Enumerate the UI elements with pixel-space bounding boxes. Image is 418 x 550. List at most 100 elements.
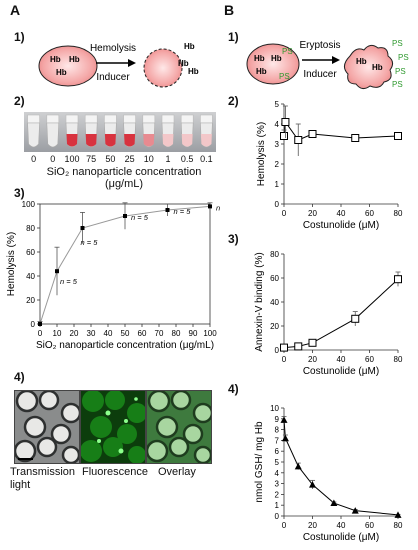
tube [46, 122, 60, 148]
y-tick-label: 0 [31, 320, 36, 329]
tube-liquid [162, 134, 174, 147]
x-tick-label: 10 [53, 329, 62, 338]
x-tick-label: 0 [282, 521, 287, 530]
hemolysis-costunolide-chart: 0 20 40 60 80 0 1 2 3 4 5 Costunolide (μM) Hemolysis… [256, 100, 403, 231]
series-line [283, 419, 399, 516]
y-tick-label: 4 [275, 469, 280, 478]
eryptotic-rbc-icon [344, 44, 394, 90]
tube-liquid [200, 134, 212, 147]
data-point [351, 507, 359, 514]
svg-text:Hb: Hb [50, 55, 61, 64]
x-tick-label: 20 [308, 521, 317, 530]
x-tick-label: 0 [38, 329, 43, 338]
B3-plot: 0 20 40 60 80 0 20 40 60 80 Costunolide (μM) Annexi… [254, 250, 403, 376]
svg-text:Hb: Hb [56, 68, 67, 77]
x-tick-label: 60 [138, 329, 147, 338]
tube-cap [104, 114, 117, 124]
subpanel-a2-label: 2) [14, 94, 25, 108]
svg-text:PS: PS [392, 80, 403, 89]
y-tick-label: 0 [275, 346, 280, 355]
x-tick-label: 40 [337, 521, 346, 530]
y-tick-label: 1 [275, 180, 280, 189]
x-axis-label: SiO₂ nanoparticle concentration (μg/mL) [36, 340, 214, 350]
tube-cap [142, 114, 156, 124]
eryptosis-arrow-bottom-text: Inducer [303, 69, 337, 80]
svg-text:Hb: Hb [184, 42, 195, 51]
x-tick-label: 40 [104, 329, 113, 338]
subpanel-a1-label: 1) [14, 30, 25, 44]
data-point [281, 434, 289, 442]
tube-cap [27, 114, 40, 124]
data-point [280, 416, 288, 423]
y-axis-label: Hemolysis (%) [6, 232, 17, 296]
data-point [308, 338, 317, 347]
overlay-image [146, 390, 212, 464]
x-axis-label: Costunolide (μM) [303, 220, 379, 231]
subpanel-a4-label: 4) [14, 370, 25, 384]
x-tick-label: 60 [365, 355, 374, 364]
svg-text:Hb: Hb [271, 54, 282, 63]
y-tick-label: 40 [270, 298, 279, 307]
y-tick-label: 9 [275, 415, 280, 424]
A3-plot: 0 10 20 30 40 50 60 70 80 90 100 0 20 40 60 80 100 SiO₂ n… [6, 200, 222, 350]
data-point [294, 462, 302, 470]
x-tick-label: 0 [282, 209, 287, 218]
subpanel-a3-label: 3) [14, 186, 25, 200]
tube-concentration-label: 10 [143, 154, 154, 164]
series-line [39, 205, 211, 325]
tube-liquid [85, 134, 97, 147]
x-tick-label: 40 [337, 209, 346, 218]
lysed-rbc-icon [143, 48, 183, 88]
svg-text:PS: PS [279, 72, 290, 81]
panel-label-b: B [224, 2, 235, 18]
tube-cap [84, 114, 98, 124]
data-point [351, 134, 360, 142]
data-point [394, 132, 402, 140]
svg-text:Hb: Hb [188, 67, 199, 76]
data-point [208, 204, 212, 209]
panel-label-a: A [10, 2, 21, 18]
tube-liquid [181, 134, 193, 147]
x-tick-label: 80 [394, 209, 403, 218]
data-point [309, 481, 316, 488]
n-label: n = 5 [216, 203, 222, 212]
hemolysis-sio2-chart: 0 10 20 30 40 50 60 70 80 90 100 0 20 40 60 80 100 SiO₂ n… [6, 200, 222, 350]
y-tick-label: 6 [275, 447, 280, 456]
intact-rbc-icon [38, 45, 98, 87]
arrow-right-icon [128, 59, 136, 67]
tube-liquid [104, 134, 116, 147]
hemolysis-arrow-top-text: Hemolysis [90, 43, 136, 54]
transmission-light-image [14, 390, 80, 464]
tube-concentration-label: 0.5 [180, 154, 194, 164]
tube-label-row: 0 0 100 75 50 25 10 1 0.5 0.1 [24, 154, 216, 164]
y-tick-label: 5 [275, 100, 280, 109]
transmission-light-label: Transmission light [10, 466, 75, 491]
tube-cap [180, 114, 194, 124]
x-tick-label: 20 [308, 355, 317, 364]
tube-concentration-label: 0.1 [200, 154, 213, 164]
overlay-label: Overlay [158, 466, 196, 478]
tube-concentration-label: 0 [31, 154, 37, 164]
x-tick-label: 100 [203, 329, 217, 338]
data-point [394, 275, 402, 284]
intact-rbc-icon [246, 43, 300, 85]
x-tick-label: 50 [121, 329, 130, 338]
x-tick-label: 20 [70, 329, 79, 338]
tube-cap [46, 114, 60, 124]
svg-text:PS: PS [392, 39, 403, 48]
svg-text:Hb: Hb [256, 67, 267, 76]
eryptosis-arrow-top-text: Eryptosis [299, 40, 340, 51]
y-tick-label: 80 [26, 224, 35, 233]
tube-liquid [143, 134, 155, 147]
fluorescence-image [80, 390, 146, 464]
arrow-right-icon [332, 56, 340, 64]
subpanel-b1-label: 1) [228, 30, 239, 44]
n-label: n = 5 [60, 277, 78, 286]
x-tick-label: 20 [308, 209, 317, 218]
x-tick-label: 30 [87, 329, 96, 338]
y-tick-label: 60 [26, 248, 35, 257]
y-tick-label: 8 [275, 426, 280, 435]
x-tick-label: 0 [282, 355, 287, 364]
data-point [394, 511, 402, 518]
